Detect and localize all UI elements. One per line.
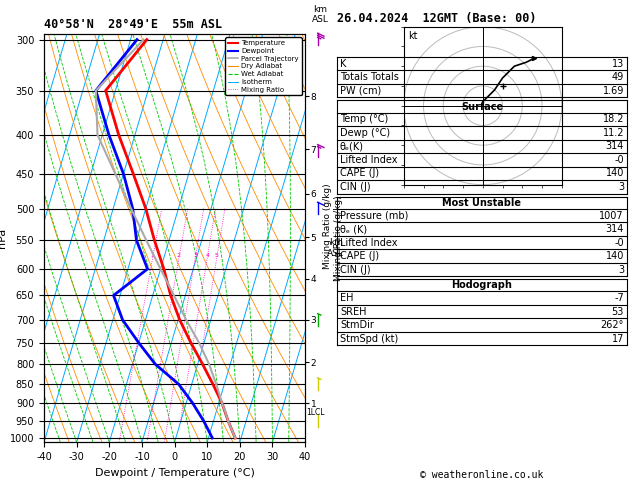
Y-axis label: hPa: hPa [0, 228, 7, 248]
Y-axis label: km
ASL: km ASL [327, 238, 344, 258]
Text: 49: 49 [612, 72, 624, 82]
Text: θₑ(K): θₑ(K) [340, 141, 364, 152]
Text: 4: 4 [205, 253, 209, 258]
Text: 1: 1 [151, 253, 155, 258]
Text: Most Unstable: Most Unstable [442, 198, 521, 208]
Text: 11.2: 11.2 [603, 128, 624, 138]
Text: 2: 2 [177, 253, 181, 258]
Text: Pressure (mb): Pressure (mb) [340, 210, 408, 221]
Text: SREH: SREH [340, 307, 367, 317]
Text: 1.69: 1.69 [603, 86, 624, 96]
Text: Mixing Ratio (g/kg): Mixing Ratio (g/kg) [323, 183, 331, 269]
Text: 3: 3 [618, 182, 624, 192]
Text: -0: -0 [615, 238, 624, 247]
Text: 53: 53 [611, 307, 624, 317]
Text: 18.2: 18.2 [603, 114, 624, 124]
Text: CAPE (J): CAPE (J) [340, 169, 379, 178]
Text: -0: -0 [615, 155, 624, 165]
Text: 314: 314 [606, 224, 624, 234]
Text: 1007: 1007 [599, 210, 624, 221]
Text: 3: 3 [618, 264, 624, 275]
Text: PW (cm): PW (cm) [340, 86, 381, 96]
Text: 140: 140 [606, 169, 624, 178]
Text: -7: -7 [615, 293, 624, 303]
Text: EH: EH [340, 293, 353, 303]
Text: 314: 314 [606, 141, 624, 152]
Text: StmDir: StmDir [340, 320, 374, 330]
Text: 26.04.2024  12GMT (Base: 00): 26.04.2024 12GMT (Base: 00) [337, 12, 536, 25]
Text: Lifted Index: Lifted Index [340, 155, 398, 165]
Legend: Temperature, Dewpoint, Parcel Trajectory, Dry Adiabat, Wet Adiabat, Isotherm, Mi: Temperature, Dewpoint, Parcel Trajectory… [225, 37, 301, 95]
Text: Dewp (°C): Dewp (°C) [340, 128, 390, 138]
Text: © weatheronline.co.uk: © weatheronline.co.uk [420, 470, 543, 480]
Text: θₑ (K): θₑ (K) [340, 224, 367, 234]
Text: CAPE (J): CAPE (J) [340, 251, 379, 261]
Text: 140: 140 [606, 251, 624, 261]
Text: 40°58'N  28°49'E  55m ASL: 40°58'N 28°49'E 55m ASL [44, 18, 222, 32]
X-axis label: Dewpoint / Temperature (°C): Dewpoint / Temperature (°C) [94, 468, 255, 478]
Text: Lifted Index: Lifted Index [340, 238, 398, 247]
Text: Totals Totals: Totals Totals [340, 72, 399, 82]
Text: 13: 13 [612, 59, 624, 69]
Text: Mixing Ratio (g/kg): Mixing Ratio (g/kg) [335, 195, 343, 281]
Text: Hodograph: Hodograph [452, 280, 513, 290]
Text: CIN (J): CIN (J) [340, 182, 370, 192]
Text: 3: 3 [193, 253, 198, 258]
Text: 17: 17 [611, 334, 624, 344]
Text: 1LCL: 1LCL [306, 408, 325, 417]
Text: K: K [340, 59, 347, 69]
Text: StmSpd (kt): StmSpd (kt) [340, 334, 398, 344]
Text: 5: 5 [215, 253, 219, 258]
Text: CIN (J): CIN (J) [340, 264, 370, 275]
Text: Temp (°C): Temp (°C) [340, 114, 388, 124]
Text: 262°: 262° [601, 320, 624, 330]
Text: kt: kt [408, 31, 417, 41]
Text: km
ASL: km ASL [311, 5, 328, 24]
Text: Surface: Surface [461, 102, 503, 112]
